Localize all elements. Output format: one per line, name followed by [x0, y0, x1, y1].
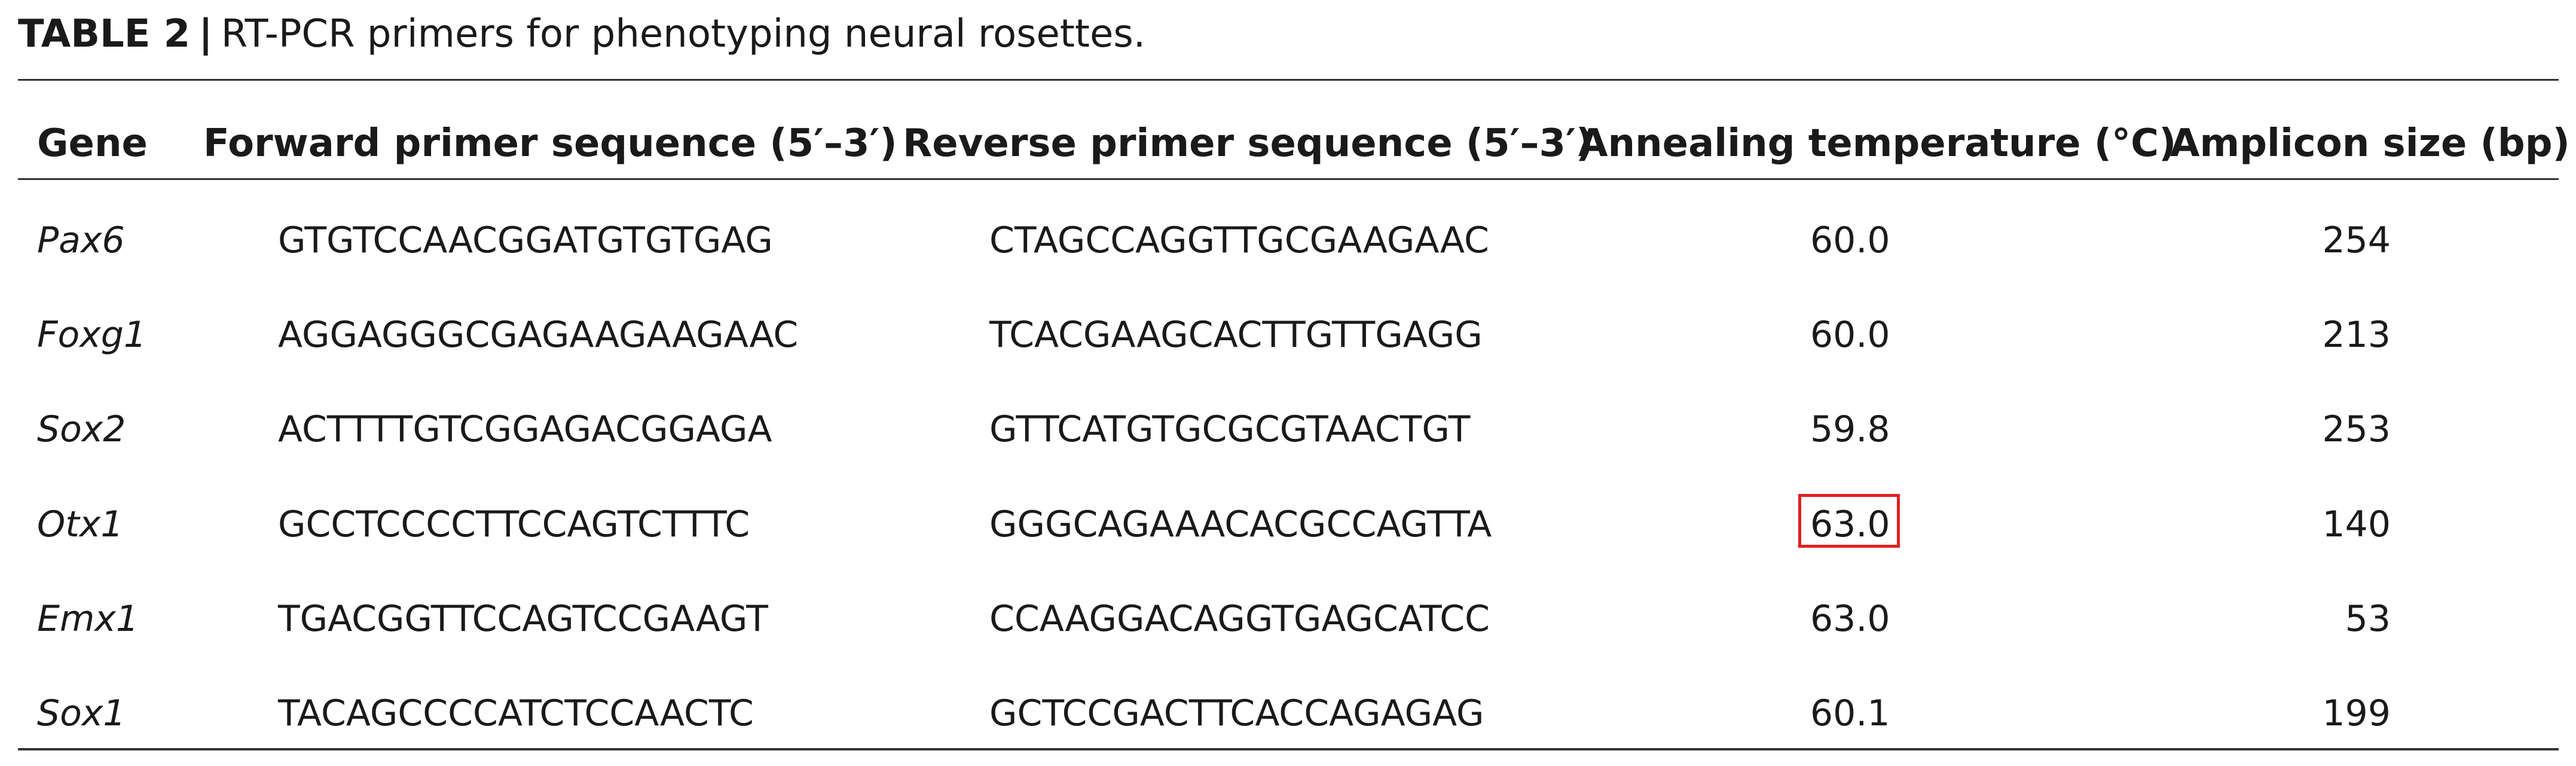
cell-gene: Otx1 [37, 503, 124, 545]
cell-amplicon-size: 254 [2322, 219, 2391, 261]
cell-gene: Sox2 [37, 408, 126, 450]
cell-forward-primer: TGACGGTTCCAGTCCGAAGT [278, 598, 768, 640]
cell-forward-primer: GTGTCCAACGGATGTGTGAG [278, 219, 773, 261]
cell-amplicon-size: 213 [2322, 314, 2391, 356]
cell-amplicon-size: 253 [2322, 408, 2391, 450]
bottom-rule [18, 748, 2559, 750]
caption-separator: | [198, 12, 213, 56]
header-gene: Gene [37, 121, 148, 166]
cell-annealing-temperature: 59.8 [1810, 408, 1890, 450]
cell-annealing-temperature: 60.0 [1810, 219, 1890, 261]
table-label: TABLE 2 [18, 12, 191, 56]
cell-reverse-primer: GGGCAGAAACACGCCAGTTA [989, 503, 1492, 545]
cell-amplicon-size: 199 [2322, 692, 2391, 734]
cell-reverse-primer: GCTCCGACTTCACCAGAGAG [989, 692, 1484, 734]
cell-forward-primer: ACTTTTGTCGGAGACGGAGA [278, 408, 772, 450]
top-rule [18, 79, 2559, 81]
header-forward-primer: Forward primer sequence (5′–3′) [203, 121, 897, 166]
cell-gene: Emx1 [37, 598, 139, 640]
header-rule [18, 178, 2559, 180]
header-reverse-primer: Reverse primer sequence (5′–3′) [903, 121, 1594, 166]
cell-gene: Sox1 [37, 692, 126, 734]
cell-reverse-primer: TCACGAAGCACTTGTTGAGG [989, 314, 1483, 356]
cell-amplicon-size: 53 [2345, 598, 2391, 640]
cell-annealing-temperature-highlighted: 63.0 [1810, 503, 1890, 545]
header-amplicon-size: Amplicon size (bp) [2170, 121, 2570, 166]
caption-text: RT-PCR primers for phenotyping neural ro… [221, 12, 1146, 56]
cell-forward-primer: GCCTCCCCTTCCAGTCTTTC [278, 503, 750, 545]
header-annealing-temperature: Annealing temperature (°C) [1578, 121, 2177, 166]
cell-annealing-temperature: 63.0 [1810, 598, 1890, 640]
cell-reverse-primer: CCAAGGACAGGTGAGCATCC [989, 598, 1490, 640]
cell-gene: Pax6 [37, 219, 125, 261]
highlight-box [1798, 494, 1900, 548]
cell-reverse-primer: CTAGCCAGGTTGCGAAGAAC [989, 219, 1489, 261]
cell-amplicon-size: 140 [2322, 503, 2391, 545]
cell-reverse-primer: GTTCATGTGCGCGTAACTGT [989, 408, 1471, 450]
cell-forward-primer: AGGAGGGCGAGAAGAAGAAC [278, 314, 799, 356]
cell-forward-primer: TACAGCCCCATCTCCAACTC [278, 692, 754, 734]
table-caption: TABLE 2 | RT-PCR primers for phenotyping n… [18, 7, 1145, 61]
cell-annealing-temperature: 60.0 [1810, 314, 1890, 356]
cell-gene: Foxg1 [37, 314, 146, 356]
cell-annealing-temperature: 60.1 [1810, 692, 1890, 734]
